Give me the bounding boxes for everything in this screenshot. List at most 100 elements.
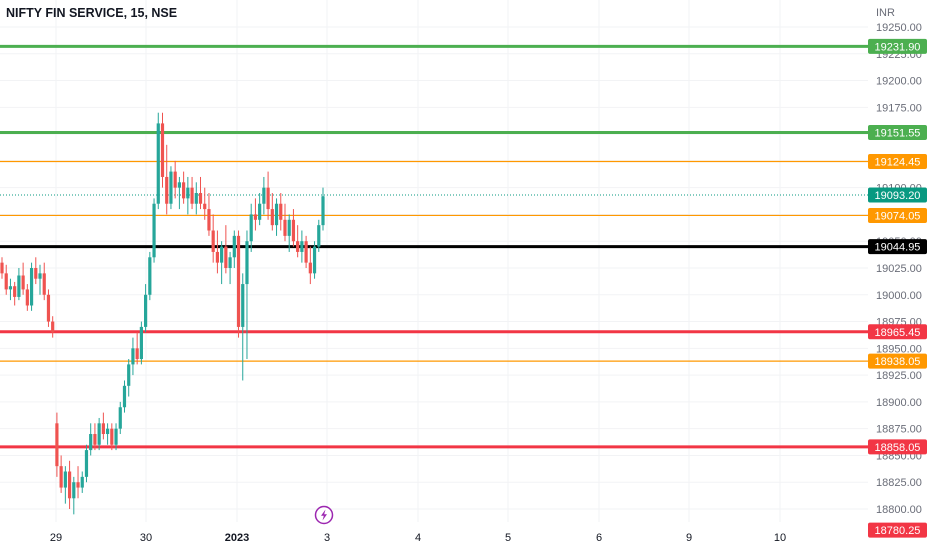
candle-body bbox=[249, 214, 253, 242]
candle-body bbox=[72, 482, 76, 499]
candle bbox=[51, 316, 55, 338]
candle-body bbox=[144, 294, 148, 327]
candle bbox=[46, 289, 51, 327]
candle bbox=[76, 466, 80, 499]
candle-body bbox=[97, 423, 101, 445]
level-price-badge-text: 18938.05 bbox=[875, 356, 921, 368]
low-price-badge-bg bbox=[868, 522, 927, 538]
candle-body bbox=[228, 257, 232, 268]
price-tick-label: 18900.00 bbox=[876, 397, 922, 409]
candle-body bbox=[42, 273, 46, 295]
candle bbox=[13, 281, 17, 306]
candle-body bbox=[34, 268, 38, 279]
level-price-badge-text: 19124.45 bbox=[875, 156, 921, 168]
candle-body bbox=[4, 273, 8, 290]
lightning-bolt-icon[interactable] bbox=[314, 505, 334, 525]
candle bbox=[274, 198, 279, 236]
candle bbox=[110, 423, 114, 451]
candle-body bbox=[110, 428, 114, 445]
candle-body bbox=[241, 284, 245, 327]
candle-body bbox=[182, 182, 186, 199]
time-axis[interactable]: 29 30 2023 3 4 5 6 9 10 bbox=[50, 532, 786, 544]
candle bbox=[173, 160, 177, 199]
candle bbox=[312, 241, 317, 279]
candle bbox=[300, 230, 304, 263]
candle bbox=[253, 198, 258, 231]
level-price-badge-text: 18858.05 bbox=[875, 442, 921, 454]
candle bbox=[236, 230, 241, 338]
candles bbox=[0, 112, 325, 515]
candle-body bbox=[287, 219, 291, 236]
level-price-badge-text: 19231.90 bbox=[875, 41, 921, 53]
candle-body bbox=[29, 268, 34, 306]
candle-body bbox=[279, 203, 283, 220]
candle-body bbox=[232, 235, 236, 258]
candle-body bbox=[262, 187, 266, 204]
candle-body bbox=[59, 466, 63, 488]
candle bbox=[34, 257, 38, 285]
candle-body bbox=[177, 182, 181, 188]
price-tick-label: 19000.00 bbox=[876, 290, 922, 302]
candle bbox=[29, 262, 34, 311]
candle-body bbox=[198, 193, 203, 204]
level-price-badge: 19151.55 bbox=[868, 124, 927, 140]
candle bbox=[127, 359, 131, 397]
candle bbox=[211, 214, 215, 263]
level-lines bbox=[0, 44, 868, 449]
candle bbox=[97, 417, 101, 451]
candle-body bbox=[8, 286, 13, 290]
candle-body bbox=[211, 230, 215, 252]
candle-body bbox=[160, 123, 165, 177]
candle bbox=[55, 412, 59, 477]
candle bbox=[21, 262, 25, 295]
candle bbox=[224, 225, 228, 274]
candle bbox=[152, 198, 156, 263]
candle-body bbox=[190, 187, 194, 204]
time-tick-label: 6 bbox=[596, 532, 602, 544]
price-tick-label: 18950.00 bbox=[876, 343, 922, 355]
candle bbox=[84, 444, 89, 483]
candle-body bbox=[270, 209, 274, 226]
candle-body bbox=[321, 196, 325, 226]
candle-body bbox=[300, 241, 304, 252]
level-price-badge-bg bbox=[868, 124, 927, 140]
candle-body bbox=[93, 434, 97, 445]
candle-body bbox=[84, 450, 89, 477]
candle-body bbox=[122, 385, 127, 408]
candle bbox=[80, 471, 84, 493]
candle bbox=[148, 251, 152, 301]
candle bbox=[182, 171, 186, 204]
candle-body bbox=[165, 176, 169, 204]
candle-body bbox=[21, 275, 25, 290]
candle bbox=[122, 380, 127, 413]
price-tick-label: 19175.00 bbox=[876, 102, 922, 114]
low-price-badge: 18780.25 bbox=[868, 522, 927, 538]
candle bbox=[198, 176, 203, 210]
candle bbox=[59, 455, 63, 493]
candle-body bbox=[207, 209, 211, 231]
candle-body bbox=[203, 203, 207, 210]
candle bbox=[291, 209, 296, 247]
candle bbox=[177, 176, 181, 210]
candle bbox=[232, 230, 236, 268]
candle-body bbox=[312, 246, 317, 274]
candle bbox=[270, 193, 274, 231]
candle bbox=[304, 235, 308, 268]
candle-body bbox=[118, 407, 122, 429]
candle-body bbox=[76, 482, 80, 488]
level-price-badge: 18965.45 bbox=[868, 324, 927, 340]
candle-body bbox=[291, 219, 296, 242]
candle bbox=[114, 423, 118, 451]
candle bbox=[25, 284, 29, 311]
candle-body bbox=[236, 235, 241, 327]
level-price-badge-text: 19044.95 bbox=[875, 242, 921, 254]
candle bbox=[249, 203, 253, 252]
candle bbox=[4, 264, 8, 295]
candle bbox=[165, 144, 169, 215]
candle bbox=[241, 273, 245, 381]
candle bbox=[287, 214, 291, 252]
candle bbox=[215, 230, 220, 274]
candle-body bbox=[131, 348, 135, 365]
candle-body bbox=[46, 294, 51, 322]
